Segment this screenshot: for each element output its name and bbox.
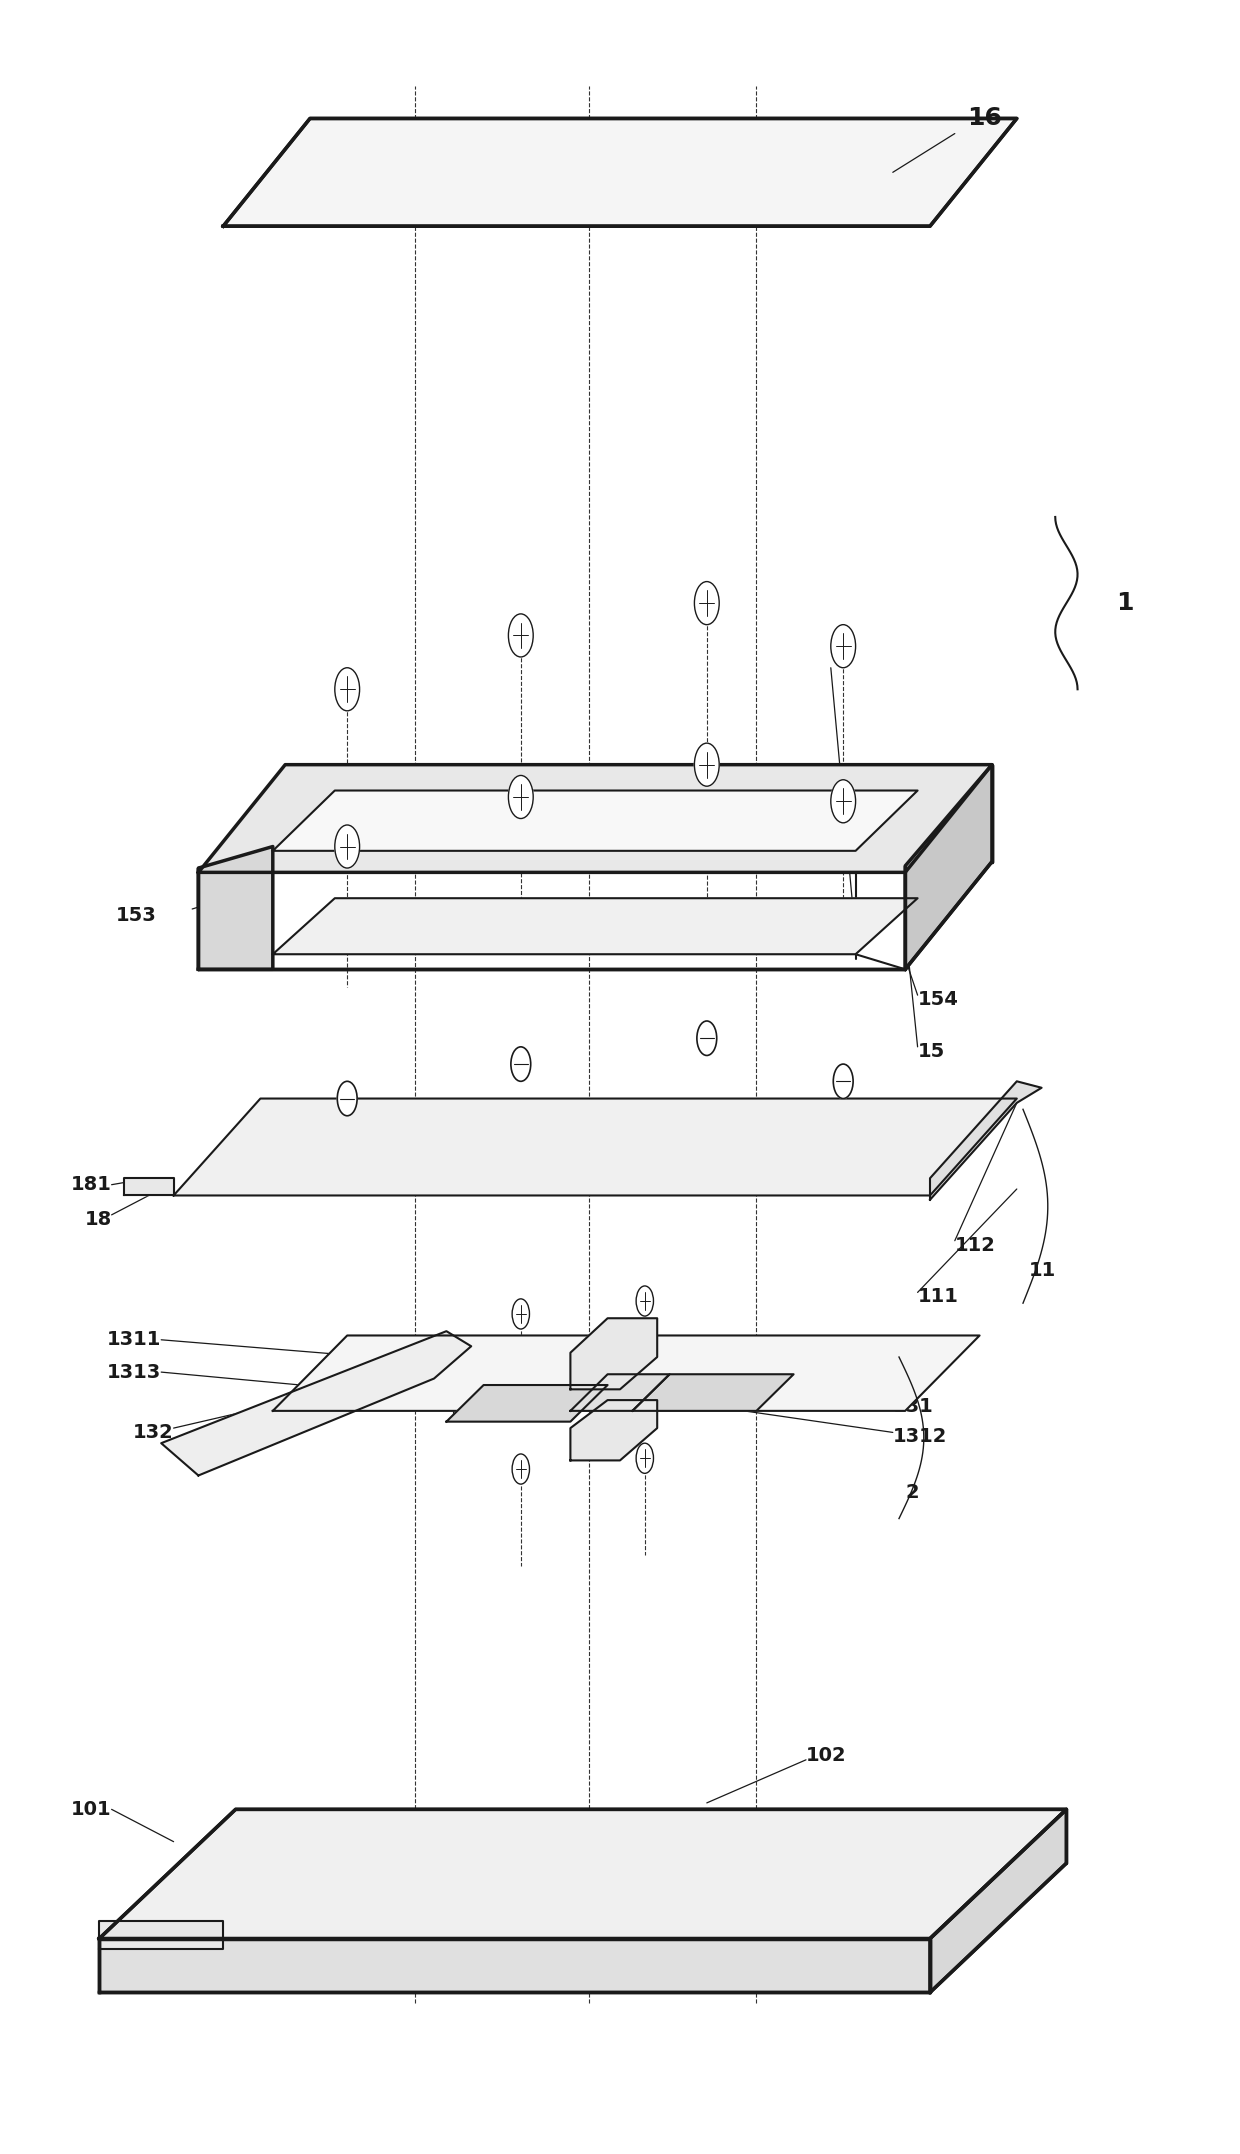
Polygon shape <box>273 791 918 851</box>
Text: 154: 154 <box>918 991 959 1008</box>
Polygon shape <box>99 1939 930 1992</box>
Polygon shape <box>198 847 273 969</box>
Text: 2: 2 <box>905 1484 919 1501</box>
Polygon shape <box>124 1178 174 1195</box>
Polygon shape <box>930 1081 1042 1200</box>
Polygon shape <box>99 1921 223 1949</box>
Polygon shape <box>570 1400 657 1460</box>
Polygon shape <box>161 1331 471 1475</box>
Polygon shape <box>632 1374 794 1411</box>
Text: 152: 152 <box>303 831 342 849</box>
Text: 101: 101 <box>71 1801 112 1818</box>
Text: 15: 15 <box>918 1043 945 1060</box>
Text: 131: 131 <box>893 1398 934 1415</box>
Polygon shape <box>905 765 992 969</box>
Text: 16: 16 <box>967 106 1002 131</box>
Circle shape <box>833 1064 853 1099</box>
Text: 1313: 1313 <box>107 1363 161 1381</box>
Text: 181: 181 <box>71 1176 112 1193</box>
Circle shape <box>697 1021 717 1055</box>
Text: 1: 1 <box>1116 590 1133 616</box>
Polygon shape <box>99 1809 1066 1939</box>
Circle shape <box>511 1047 531 1081</box>
Circle shape <box>636 1286 653 1316</box>
Text: 1311: 1311 <box>107 1331 161 1348</box>
Circle shape <box>636 1443 653 1473</box>
Text: 18: 18 <box>84 1211 112 1228</box>
Text: 11: 11 <box>1029 1262 1056 1279</box>
Circle shape <box>512 1299 529 1329</box>
Circle shape <box>694 582 719 625</box>
Polygon shape <box>930 1809 1066 1992</box>
Text: 3: 3 <box>862 924 874 941</box>
Text: 102: 102 <box>806 1747 847 1764</box>
Text: 153: 153 <box>117 907 156 924</box>
Polygon shape <box>570 1318 657 1389</box>
Circle shape <box>337 1081 357 1116</box>
Circle shape <box>508 614 533 657</box>
Text: 111: 111 <box>918 1288 959 1305</box>
Polygon shape <box>570 1374 670 1411</box>
Circle shape <box>831 780 856 823</box>
Polygon shape <box>273 898 918 954</box>
Circle shape <box>694 743 719 786</box>
Polygon shape <box>223 118 1017 226</box>
Polygon shape <box>446 1385 608 1422</box>
Text: 1313: 1313 <box>794 1376 848 1394</box>
Circle shape <box>512 1454 529 1484</box>
Text: 10: 10 <box>918 1812 945 1829</box>
Text: 112: 112 <box>955 1236 996 1254</box>
Text: 1312: 1312 <box>893 1428 947 1445</box>
Text: 132: 132 <box>133 1424 174 1441</box>
Polygon shape <box>273 1335 980 1411</box>
Circle shape <box>831 625 856 668</box>
Circle shape <box>508 775 533 819</box>
Polygon shape <box>198 765 992 872</box>
Polygon shape <box>174 1099 1017 1195</box>
Circle shape <box>335 668 360 711</box>
Circle shape <box>335 825 360 868</box>
